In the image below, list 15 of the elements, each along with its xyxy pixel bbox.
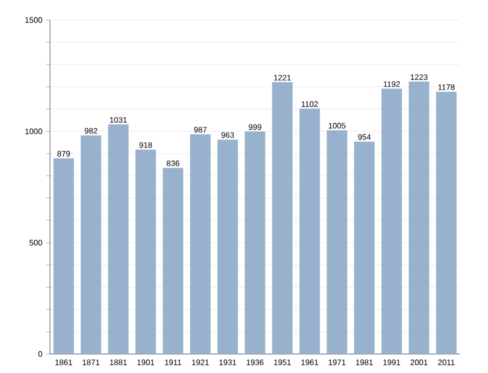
bar [408,82,430,354]
bar [53,158,74,354]
bar [272,82,293,354]
bar [326,130,348,354]
bar [299,108,320,354]
bar [244,132,266,354]
bar [80,135,102,354]
bar [217,140,238,354]
bar [436,92,457,354]
bar [190,134,211,354]
bar [381,88,402,354]
bar [354,142,375,354]
bar [135,150,156,354]
bar [108,124,129,354]
bar [162,168,184,354]
